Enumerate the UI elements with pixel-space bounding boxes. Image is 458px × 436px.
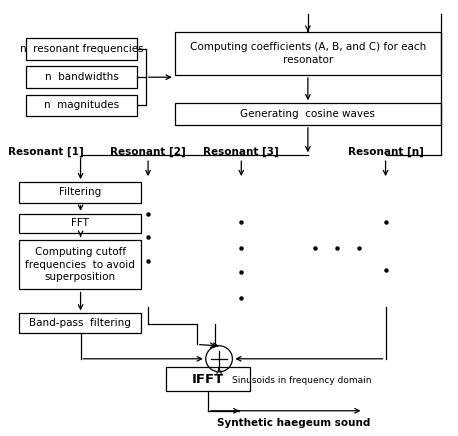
- Text: IFFT: IFFT: [192, 373, 224, 386]
- Text: Computing cutoff
frequencies  to avoid
superposition: Computing cutoff frequencies to avoid su…: [25, 247, 135, 283]
- FancyBboxPatch shape: [166, 368, 250, 391]
- FancyBboxPatch shape: [26, 66, 137, 88]
- Text: n  bandwidths: n bandwidths: [44, 72, 118, 82]
- Text: Resonant [2]: Resonant [2]: [110, 147, 186, 157]
- Text: Sinusoids in frequency domain: Sinusoids in frequency domain: [232, 376, 372, 385]
- Text: n  resonant frequencies: n resonant frequencies: [20, 44, 143, 54]
- FancyBboxPatch shape: [19, 214, 142, 233]
- Text: Band-pass  filtering: Band-pass filtering: [29, 318, 131, 328]
- FancyBboxPatch shape: [174, 32, 441, 75]
- Text: Filtering: Filtering: [59, 187, 102, 198]
- Text: Resonant [n]: Resonant [n]: [348, 147, 424, 157]
- Text: Computing coefficients (A, B, and C) for each
resonator: Computing coefficients (A, B, and C) for…: [190, 42, 426, 65]
- FancyBboxPatch shape: [26, 95, 137, 116]
- FancyBboxPatch shape: [19, 240, 142, 290]
- FancyBboxPatch shape: [174, 103, 441, 125]
- Text: n  magnitudes: n magnitudes: [44, 100, 119, 110]
- Text: Resonant [3]: Resonant [3]: [203, 147, 279, 157]
- Text: Synthetic haegeum sound: Synthetic haegeum sound: [217, 418, 370, 428]
- FancyBboxPatch shape: [19, 182, 142, 203]
- FancyBboxPatch shape: [19, 313, 142, 333]
- Text: Generating  cosine waves: Generating cosine waves: [240, 109, 375, 119]
- Text: FFT: FFT: [71, 218, 89, 228]
- FancyBboxPatch shape: [26, 38, 137, 60]
- Text: Resonant [1]: Resonant [1]: [8, 147, 84, 157]
